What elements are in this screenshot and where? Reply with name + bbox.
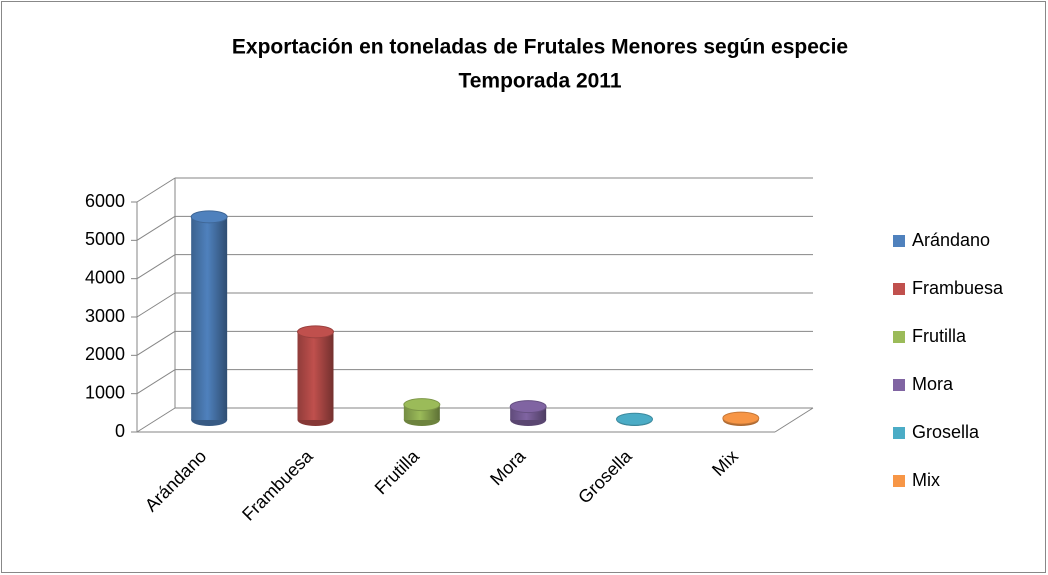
y-tick-label: 3000 [85, 306, 125, 326]
y-tick-label: 1000 [85, 382, 125, 402]
legend-swatch [893, 235, 905, 247]
grid-line-side [136, 369, 176, 395]
legend-label: Grosella [912, 422, 980, 442]
grid-line-side [136, 177, 176, 203]
grid-line-side [136, 292, 176, 318]
y-tick-label: 6000 [85, 191, 125, 211]
y-tick-label: 5000 [85, 229, 125, 249]
y-tick-label: 2000 [85, 344, 125, 364]
bar-top [616, 412, 653, 426]
legend-swatch [893, 379, 905, 391]
legend-swatch [893, 427, 905, 439]
legend-label: Mix [912, 470, 940, 490]
bar [191, 216, 228, 420]
legend-swatch [893, 331, 905, 343]
grid-line-side [136, 330, 176, 356]
chart-title: Exportación en toneladas de Frutales Men… [232, 36, 848, 59]
bar-top [403, 398, 441, 412]
y-tick-label: 0 [115, 421, 125, 441]
grid-line-side [136, 254, 176, 280]
legend-label: Arándano [912, 230, 990, 250]
legend-label: Mora [912, 374, 954, 394]
bar-top [190, 210, 228, 224]
floor-line [774, 407, 814, 433]
bar-top [509, 400, 547, 414]
bar [297, 331, 334, 420]
legend-label: Frambuesa [912, 278, 1004, 298]
grid-line-side [136, 215, 176, 241]
legend-swatch [893, 475, 905, 487]
y-tick-label: 4000 [85, 267, 125, 287]
bar-top [722, 411, 760, 425]
chart-subtitle: Temporada 2011 [458, 70, 621, 93]
grid-line-side [136, 407, 176, 433]
legend-label: Frutilla [912, 326, 967, 346]
bar-top [297, 325, 334, 339]
legend-swatch [893, 283, 905, 295]
